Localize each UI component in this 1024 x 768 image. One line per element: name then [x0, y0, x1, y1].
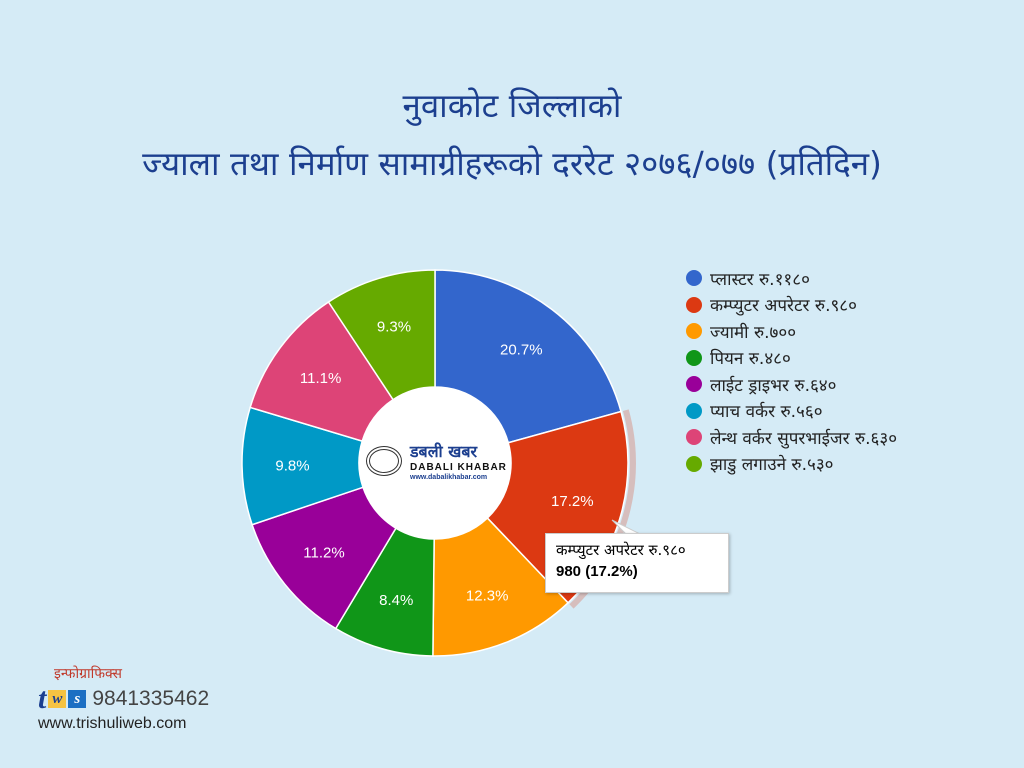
legend: प्लास्टर रु.११८० कम्प्युटर अपरेटर रु.९८० ज…	[686, 265, 897, 477]
tooltip-value: 980 (17.2%)	[556, 563, 638, 580]
legend-dot-icon	[686, 455, 702, 472]
legend-label: पियन रु.४८०	[710, 349, 791, 370]
legend-item[interactable]: प्लास्टर रु.११८०	[686, 265, 897, 292]
legend-dot-icon	[686, 270, 702, 287]
legend-item[interactable]: कम्प्युटर अपरेटर रु.९८०	[686, 292, 897, 319]
legend-item[interactable]: ज्यामी रु.७००	[686, 318, 897, 345]
website-link[interactable]: www.trishuliweb.com	[38, 715, 187, 732]
footer-brand: इन्फोग्राफिक्स t w s 9841335462 www.tris…	[38, 664, 209, 733]
legend-item[interactable]: प्याच वर्कर रु.५६०	[686, 398, 897, 425]
legend-label: झाडु लगाउने रु.५३०	[710, 455, 834, 476]
tws-logo-s: s	[68, 690, 87, 708]
legend-dot-icon	[686, 349, 702, 366]
logo-ring-icon	[366, 446, 402, 476]
legend-item[interactable]: लेन्थ वर्कर सुपरभाईजर रु.६३०	[686, 424, 897, 451]
logo-english: DABALI KHABAR	[410, 462, 507, 473]
tooltip: कम्प्युटर अपरेटर रु.९८० 980 (17.2%)	[545, 533, 729, 593]
tws-logo-t: t	[38, 682, 47, 715]
logo-devanagari: डबली खबर	[410, 442, 478, 461]
slice-percent-label: 11.1%	[300, 370, 341, 387]
chart-title-line1: नुवाकोट जिल्लाको	[402, 86, 622, 125]
slice-percent-label: 11.2%	[303, 544, 344, 561]
legend-label: ज्यामी रु.७००	[710, 322, 797, 343]
slice-percent-label: 17.2%	[551, 493, 594, 510]
infographics-label: इन्फोग्राफिक्स	[54, 666, 123, 682]
legend-label: कम्प्युटर अपरेटर रु.९८०	[710, 296, 857, 317]
legend-dot-icon	[686, 402, 702, 419]
legend-label: प्लास्टर रु.११८०	[710, 269, 810, 290]
legend-item[interactable]: लाईट ड्राइभर रु.६४०	[686, 371, 897, 398]
legend-label: प्याच वर्कर रु.५६०	[710, 402, 823, 423]
dabali-khabar-logo: डबली खबर DABALI KHABAR www.dabalikhabar.…	[362, 440, 508, 490]
tws-logo-w: w	[48, 690, 67, 708]
legend-label: लेन्थ वर्कर सुपरभाईजर रु.६३०	[710, 428, 898, 449]
legend-dot-icon	[686, 323, 702, 340]
logo-url: www.dabalikhabar.com	[410, 474, 488, 481]
slice-percent-label: 9.8%	[275, 457, 309, 474]
chart-title-line2: ज्याला तथा निर्माण सामाग्रीहरूको दररेट २…	[142, 144, 882, 183]
legend-dot-icon	[686, 429, 702, 446]
phone-number: 9841335462	[92, 687, 210, 710]
slice-percent-label: 9.3%	[377, 319, 411, 336]
legend-dot-icon	[686, 376, 702, 393]
legend-item[interactable]: पियन रु.४८०	[686, 345, 897, 372]
donut-hole	[359, 387, 511, 539]
legend-label: लाईट ड्राइभर रु.६४०	[710, 375, 837, 396]
slice-percent-label: 20.7%	[500, 342, 543, 359]
slice-percent-label: 8.4%	[379, 592, 413, 609]
slice-percent-label: 12.3%	[466, 588, 509, 605]
legend-item[interactable]: झाडु लगाउने रु.५३०	[686, 451, 897, 478]
tooltip-label: कम्प्युटर अपरेटर रु.९८०	[556, 541, 686, 559]
legend-dot-icon	[686, 296, 702, 313]
